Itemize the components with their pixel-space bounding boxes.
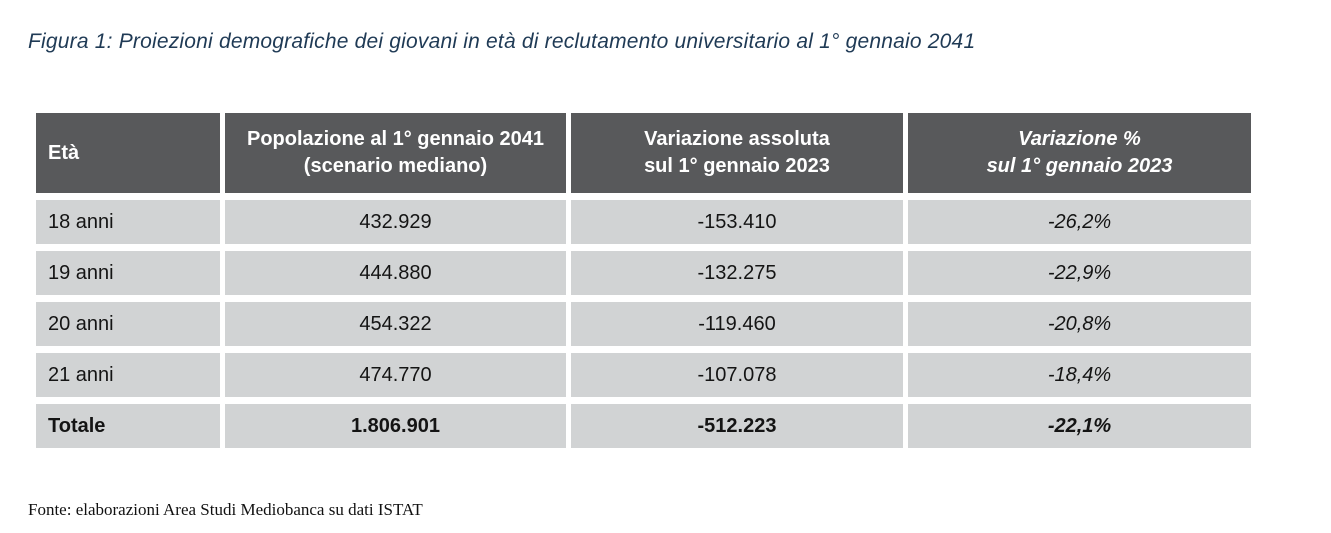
table-cell-variazione-pct: -18,4% bbox=[908, 353, 1251, 397]
table-cell-popolazione: 454.322 bbox=[225, 302, 566, 346]
table-cell-popolazione: 432.929 bbox=[225, 200, 566, 244]
total-cell-variazione-assoluta: -512.223 bbox=[571, 404, 903, 448]
column-header-popolazione: Popolazione al 1° gennaio 2041 (scenario… bbox=[225, 113, 566, 193]
column-header-variazione-pct: Variazione % sul 1° gennaio 2023 bbox=[908, 113, 1251, 193]
table-cell-variazione-assoluta: -153.410 bbox=[571, 200, 903, 244]
table-cell-variazione-assoluta: -132.275 bbox=[571, 251, 903, 295]
column-header-popolazione-line2: (scenario mediano) bbox=[303, 155, 488, 177]
column-header-variazione-assoluta-line2: sul 1° gennaio 2023 bbox=[644, 155, 830, 177]
figure-title: Figura 1: Proiezioni demografiche dei gi… bbox=[28, 30, 976, 53]
total-cell-eta: Totale bbox=[36, 404, 220, 448]
table-cell-eta: 21 anni bbox=[36, 353, 220, 397]
column-header-variazione-assoluta-line1: Variazione assoluta bbox=[644, 128, 830, 150]
table-cell-variazione-assoluta: -107.078 bbox=[571, 353, 903, 397]
column-header-popolazione-line1: Popolazione al 1° gennaio 2041 bbox=[247, 128, 544, 150]
column-header-variazione-pct-line2: sul 1° gennaio 2023 bbox=[986, 155, 1173, 177]
table-cell-variazione-pct: -20,8% bbox=[908, 302, 1251, 346]
source-note: Fonte: elaborazioni Area Studi Mediobanc… bbox=[28, 500, 423, 519]
demographics-table: Età Popolazione al 1° gennaio 2041 (scen… bbox=[36, 113, 1251, 448]
column-header-eta-label: Età bbox=[48, 141, 80, 164]
table-cell-popolazione: 444.880 bbox=[225, 251, 566, 295]
column-header-eta: Età bbox=[36, 113, 220, 193]
table-cell-eta: 20 anni bbox=[36, 302, 220, 346]
column-header-variazione-assoluta: Variazione assoluta sul 1° gennaio 2023 bbox=[571, 113, 903, 193]
column-header-variazione-pct-line1: Variazione % bbox=[1018, 128, 1141, 150]
table-cell-eta: 18 anni bbox=[36, 200, 220, 244]
total-cell-variazione-pct: -22,1% bbox=[908, 404, 1251, 448]
table-cell-variazione-pct: -26,2% bbox=[908, 200, 1251, 244]
table-cell-popolazione: 474.770 bbox=[225, 353, 566, 397]
table-cell-variazione-assoluta: -119.460 bbox=[571, 302, 903, 346]
table-cell-eta: 19 anni bbox=[36, 251, 220, 295]
total-cell-popolazione: 1.806.901 bbox=[225, 404, 566, 448]
table-cell-variazione-pct: -22,9% bbox=[908, 251, 1251, 295]
